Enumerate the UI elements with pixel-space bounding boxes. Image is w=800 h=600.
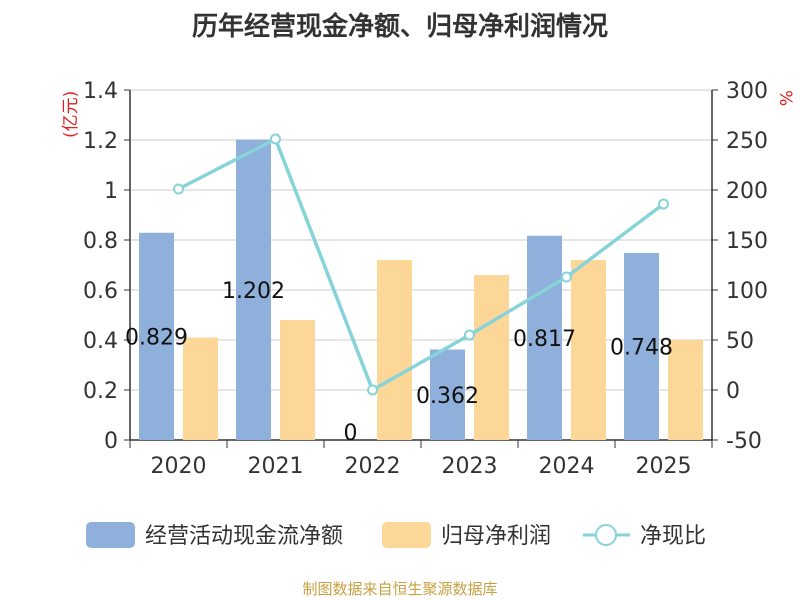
x-tick-label: 2023 [442, 454, 498, 479]
left-tick-label: 1.4 [83, 79, 118, 104]
cash-bar [236, 139, 271, 440]
cash-data-label: 0.362 [416, 384, 479, 409]
right-tick-label: 300 [726, 79, 768, 104]
profit-bar [571, 260, 606, 440]
x-tick-label: 2024 [539, 454, 595, 479]
cash-data-label: 0.748 [610, 336, 673, 361]
right-tick-label: 150 [726, 229, 768, 254]
cash-data-label: 0.817 [513, 327, 576, 352]
cash-bar [624, 253, 659, 440]
right-tick-label: 0 [726, 379, 740, 404]
left-tick-label: 0.6 [83, 279, 118, 304]
cash-data-label: 0.829 [125, 325, 188, 350]
legend-ratio-label: 净现比 [640, 524, 706, 549]
x-tick-label: 2020 [151, 454, 207, 479]
legend-profit-label: 归母净利润 [441, 524, 551, 549]
profit-bar [474, 275, 509, 440]
legend-profit-swatch [382, 522, 431, 548]
legend-cash-swatch [86, 522, 135, 548]
source-note: 制图数据来自恒生聚源数据库 [302, 580, 498, 598]
left-axis-label: (亿元) [61, 91, 81, 138]
right-tick-label: 200 [726, 179, 768, 204]
x-tick-label: 2022 [345, 454, 401, 479]
cash-bar [139, 232, 174, 440]
profit-bar [377, 260, 412, 440]
right-tick-label: 250 [726, 129, 768, 154]
left-tick-label: 0.8 [83, 229, 118, 254]
profit-bar [668, 340, 703, 440]
cash-data-label: 1.202 [222, 279, 285, 304]
ratio-point [270, 133, 281, 145]
left-tick-label: 1.2 [83, 129, 118, 154]
ratio-point [561, 271, 572, 283]
right-tick-label: -50 [726, 429, 762, 454]
legend-ratio-marker [595, 524, 617, 546]
x-tick-label: 2021 [248, 454, 304, 479]
ratio-point [464, 329, 475, 341]
cash-bar [527, 235, 562, 440]
right-tick-label: 100 [726, 279, 768, 304]
cash-bar [430, 349, 465, 440]
left-tick-label: 0.2 [83, 379, 118, 404]
left-tick-label: 0 [104, 429, 118, 454]
legend-cash-label: 经营活动现金流净额 [145, 524, 343, 549]
ratio-line [177, 136, 665, 393]
cash-data-label: 0 [344, 421, 358, 446]
ratio-point [173, 183, 184, 195]
x-tick-label: 2025 [636, 454, 692, 479]
left-tick-label: 1 [104, 179, 118, 204]
profit-bar [280, 320, 315, 440]
right-axis-label: % [775, 90, 795, 106]
profit-bar [183, 337, 218, 440]
ratio-point [658, 198, 669, 210]
chart-title: 历年经营现金净额、归母净利润情况 [191, 12, 608, 42]
ratio-point [367, 384, 378, 396]
right-tick-label: 50 [726, 329, 754, 354]
left-tick-label: 0.4 [83, 329, 118, 354]
